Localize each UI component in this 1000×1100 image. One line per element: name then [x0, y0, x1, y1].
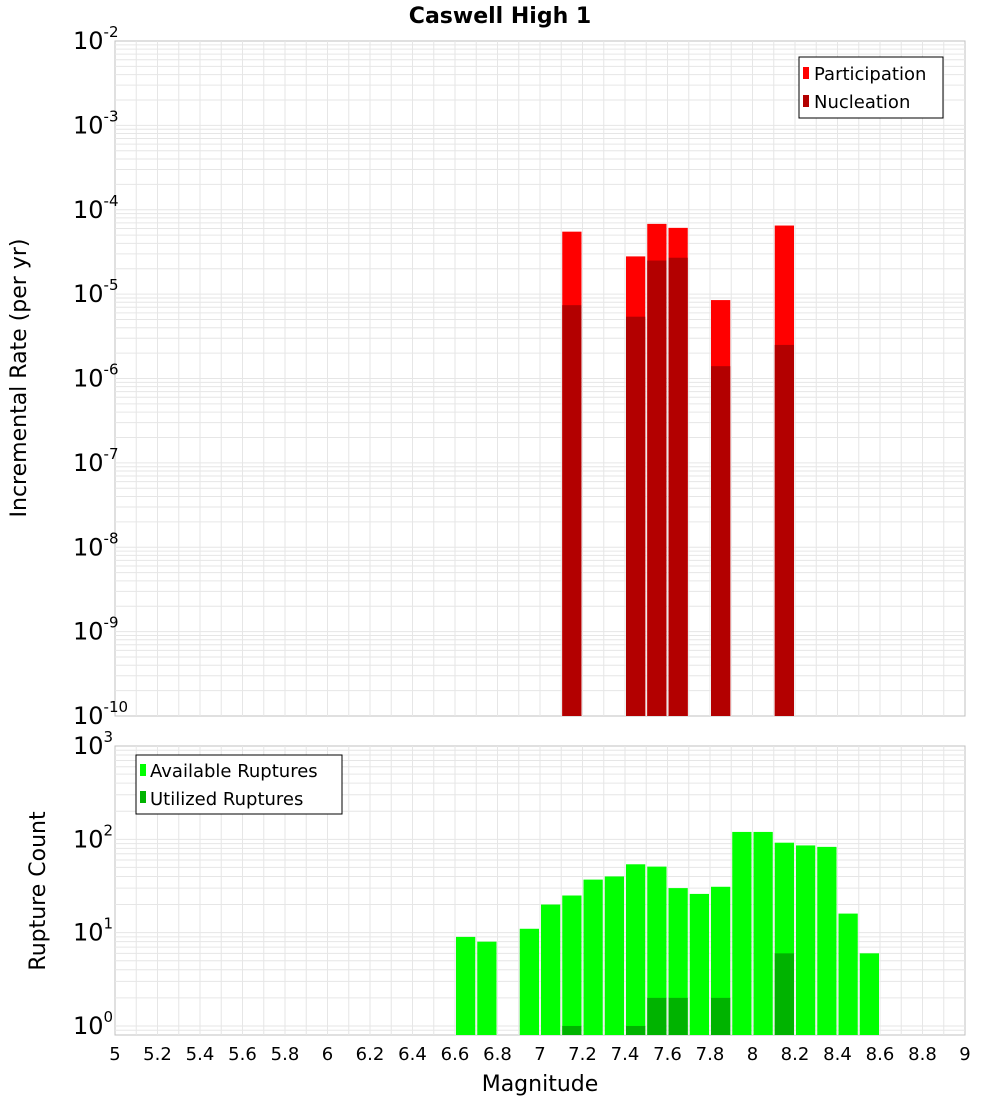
x-tick-label: 6 [322, 1044, 333, 1065]
top-y-tick-label: 10-2 [73, 23, 119, 55]
top-bar-nucleation [562, 305, 582, 716]
x-tick-label: 8.2 [781, 1044, 810, 1065]
available-swatch [140, 764, 146, 776]
top-legend-box [798, 56, 944, 119]
top-y-ticks: 10-10 10-9 10-8 10-7 10-6 10-5 10-4 10-3 10-2 [73, 23, 128, 730]
utilized-swatch [140, 791, 146, 803]
top-legend: Participation Nucleation [798, 56, 944, 119]
bottom-bars [456, 831, 879, 1035]
bottom-bar-utilized-ruptures [774, 953, 794, 1035]
x-tick-label: 6.2 [356, 1044, 385, 1065]
x-tick-label: 7.6 [653, 1044, 682, 1065]
x-tick-label: 7.2 [568, 1044, 597, 1065]
participation-legend-label: Participation [814, 64, 926, 85]
x-tick-label: 8.6 [866, 1044, 895, 1065]
bottom-bar-available-ruptures [689, 893, 709, 1035]
bottom-bar-available-ruptures [753, 831, 773, 1035]
top-y-axis-label: Incremental Rate (per yr) [7, 239, 32, 518]
bottom-bar-available-ruptures [817, 846, 837, 1035]
bottom-y-tick-label: 101 [73, 915, 113, 947]
bottom-bar-available-ruptures [562, 895, 582, 1035]
utilized-legend-label: Utilized Ruptures [150, 789, 303, 810]
bottom-bar-utilized-ruptures [626, 1025, 646, 1035]
x-tick-label: 7.4 [611, 1044, 640, 1065]
bottom-grid [115, 746, 965, 1035]
x-tick-label: 9 [959, 1044, 970, 1065]
bottom-bar-available-ruptures [583, 879, 603, 1035]
x-tick-label: 5.4 [186, 1044, 215, 1065]
available-legend-label: Available Ruptures [150, 761, 318, 782]
bottom-bar-available-ruptures [626, 864, 646, 1035]
bottom-bar-available-ruptures [647, 866, 667, 1035]
top-y-tick-label: 10-6 [73, 361, 119, 393]
top-bar-nucleation [626, 316, 646, 716]
x-axis-label: Magnitude [482, 1072, 599, 1097]
x-tick-label: 6.8 [483, 1044, 512, 1065]
chart-title: Caswell High 1 [409, 4, 591, 29]
x-tick-label: 8 [747, 1044, 758, 1065]
bottom-bar-available-ruptures [604, 876, 624, 1035]
x-tick-label: 7.8 [696, 1044, 725, 1065]
top-y-tick-label: 10-5 [73, 276, 119, 308]
top-panel: 10-10 10-9 10-8 10-7 10-6 10-5 10-4 10-3 10-2 In… [7, 23, 966, 730]
bottom-bar-available-ruptures [859, 953, 879, 1035]
bottom-bar-available-ruptures [732, 831, 752, 1035]
x-tick-label: 6.4 [398, 1044, 427, 1065]
bottom-y-tick-label: 103 [73, 728, 113, 760]
bottom-bar-available-ruptures [456, 936, 476, 1035]
bottom-bar-available-ruptures [796, 845, 816, 1035]
top-y-tick-label: 10-9 [73, 614, 119, 646]
top-bars [562, 223, 794, 717]
x-tick-label: 7 [534, 1044, 545, 1065]
top-y-tick-label: 10-10 [73, 698, 128, 730]
x-tick-label: 8.8 [908, 1044, 937, 1065]
top-grid [115, 41, 965, 716]
x-tick-label: 5 [109, 1044, 120, 1065]
nucleation-legend-label: Nucleation [814, 92, 910, 113]
bottom-bar-available-ruptures [541, 904, 561, 1035]
bottom-bar-utilized-ruptures [668, 997, 688, 1035]
x-tick-label: 5.2 [143, 1044, 172, 1065]
x-tick-label: 8.4 [823, 1044, 852, 1065]
top-y-tick-label: 10-7 [73, 445, 119, 477]
bottom-bar-available-ruptures [477, 941, 497, 1035]
bottom-y-ticks: 100 101 102 103 [73, 728, 113, 1040]
bottom-panel: 100 101 102 103 Rupture Count Available Rup… [26, 728, 966, 1040]
bottom-bar-utilized-ruptures [711, 997, 731, 1035]
top-bar-nucleation [668, 257, 688, 716]
bottom-bar-available-ruptures [838, 913, 858, 1035]
top-y-tick-label: 10-4 [73, 192, 119, 224]
nucleation-swatch [803, 95, 809, 107]
top-y-tick-label: 10-8 [73, 529, 119, 561]
participation-swatch [803, 67, 809, 79]
top-bar-nucleation [774, 344, 794, 716]
x-tick-label: 5.8 [271, 1044, 300, 1065]
top-y-tick-label: 10-3 [73, 107, 119, 139]
x-ticks: 5 5.2 5.4 5.6 5.8 6 6.2 6.4 6.6 6.8 7 7.2 7.4 7.6 7.8 8… [109, 1044, 970, 1065]
x-tick-label: 6.6 [441, 1044, 470, 1065]
bottom-bar-utilized-ruptures [562, 1025, 582, 1035]
bottom-bar-utilized-ruptures [647, 997, 667, 1035]
bottom-bar-available-ruptures [519, 928, 539, 1035]
bottom-y-axis-label: Rupture Count [26, 811, 51, 971]
bottom-legend-box [135, 754, 343, 815]
bottom-y-tick-label: 102 [73, 821, 113, 853]
top-bar-nucleation [647, 260, 667, 716]
top-bar-nucleation [711, 366, 731, 716]
bottom-legend: Available Ruptures Utilized Ruptures [135, 754, 343, 815]
bottom-y-tick-label: 100 [73, 1008, 113, 1040]
x-tick-label: 5.6 [228, 1044, 257, 1065]
